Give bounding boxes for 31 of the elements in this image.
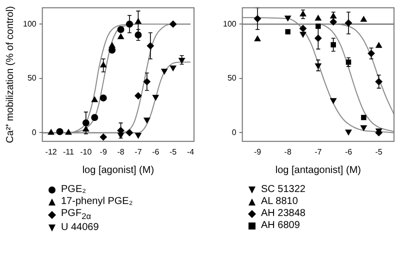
y-tick-label: 50 <box>227 74 237 83</box>
x-tick-label: -12 <box>45 147 58 156</box>
y-tick-label: 0 <box>32 128 37 137</box>
legend-label: U 44069 <box>61 222 99 234</box>
legend-label: AH 6809 <box>261 220 300 232</box>
x-tick-label: -9 <box>254 147 262 156</box>
y-axis-title: Ca²⁺ mobilization (% of control) <box>4 6 16 144</box>
x-axis-title: log [antagonist] (M) <box>275 164 361 176</box>
x-tick-label: -6 <box>152 147 160 156</box>
x-tick-label: -8 <box>284 147 292 156</box>
x-tick-label: -9 <box>100 147 108 156</box>
legend-label: PGF$_{2α}$ <box>61 208 92 222</box>
x-tick-label: -7 <box>134 147 142 156</box>
x-tick-label: -5 <box>375 147 383 156</box>
x-tick-label: -11 <box>63 147 75 156</box>
x-tick-label: -8 <box>117 147 125 156</box>
x-tick-label: -6 <box>344 147 353 156</box>
x-tick-label: -4 <box>186 147 195 156</box>
legend-label: AL 8810 <box>261 196 298 208</box>
y-tick-label: 0 <box>232 128 237 137</box>
y-tick-label: 100 <box>222 19 237 28</box>
y-tick-label: 50 <box>27 74 37 83</box>
legend-label: 17-phenyl PGE₂ <box>61 196 133 208</box>
x-tick-label: -7 <box>314 147 322 156</box>
x-axis-title: log [agonist] (M) <box>82 164 154 176</box>
legend-label: SC 51322 <box>261 184 306 196</box>
x-tick-label: -5 <box>170 147 178 156</box>
legend-label: PGE₂ <box>61 184 86 196</box>
x-tick-label: -10 <box>80 147 92 156</box>
legend-label: AH 23848 <box>261 208 306 220</box>
y-tick-label: 100 <box>22 19 37 28</box>
